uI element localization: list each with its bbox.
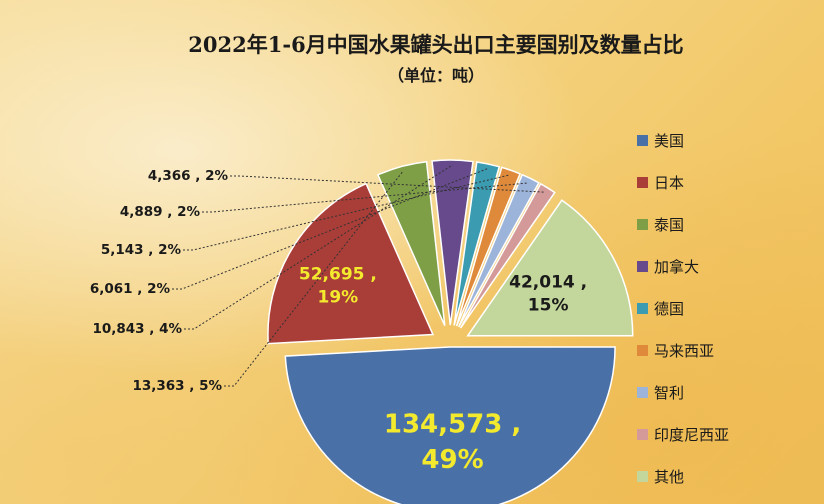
leader-line <box>224 170 404 387</box>
slice-data-label: 4,889 , 2% <box>120 204 201 220</box>
pie-slice <box>466 199 634 337</box>
chart-subtitle: （单位：吨） <box>388 66 484 85</box>
slice-percent-text: 15% <box>528 296 569 316</box>
leader-line <box>183 174 510 251</box>
slice-data-label: 6,061 , 2% <box>90 281 171 297</box>
slice-value-text: 134,573 , <box>384 410 521 440</box>
leader-line <box>172 168 488 290</box>
pie-slice <box>453 161 501 326</box>
legend-label: 泰国 <box>654 216 684 234</box>
legend-label: 印度尼西亚 <box>654 426 729 444</box>
legend-label: 加拿大 <box>654 258 699 276</box>
legend-label: 德国 <box>654 300 684 318</box>
pie-slice <box>455 166 522 327</box>
slice-percent-text: 19% <box>318 287 359 307</box>
legend-swatch <box>637 471 648 482</box>
legend-swatch <box>637 345 648 356</box>
slice-data-label: 42,014 , 15% <box>509 273 587 316</box>
pie-slice <box>459 182 556 329</box>
legend-label: 其他 <box>654 468 684 486</box>
legend-label: 美国 <box>654 132 684 150</box>
slice-value-text: 52,695 , <box>299 264 377 284</box>
leader-line <box>230 175 546 193</box>
legend-swatch <box>637 429 648 440</box>
legend-label: 日本 <box>654 174 684 192</box>
legend-swatch <box>637 135 648 146</box>
legend-label: 马来西亚 <box>654 342 714 360</box>
slice-data-label: 134,573 , 49% <box>384 410 521 475</box>
pie-slice <box>284 346 616 504</box>
slice-data-label: 5,143 , 2% <box>101 242 182 258</box>
pie-slice <box>267 182 435 345</box>
legend-swatch <box>637 303 648 314</box>
slice-data-label: 10,843 , 4% <box>92 321 182 337</box>
legend-swatch <box>637 261 648 272</box>
legend-swatch <box>637 219 648 230</box>
slice-percent-text: 49% <box>421 445 483 475</box>
pie-slice <box>431 159 474 326</box>
legend-label: 智利 <box>654 384 684 402</box>
slice-data-label: 13,363 , 5% <box>132 378 222 394</box>
legend-swatch <box>637 177 648 188</box>
legend-swatch <box>637 387 648 398</box>
slice-value-text: 42,014 , <box>509 273 587 293</box>
chart-title: 2022年1-6月中国水果罐头出口主要国别及数量占比 <box>188 32 683 57</box>
pie-slice <box>458 173 540 328</box>
slice-data-label: 4,366 , 2% <box>148 168 229 184</box>
leader-line <box>184 164 453 330</box>
leader-line <box>202 182 529 213</box>
